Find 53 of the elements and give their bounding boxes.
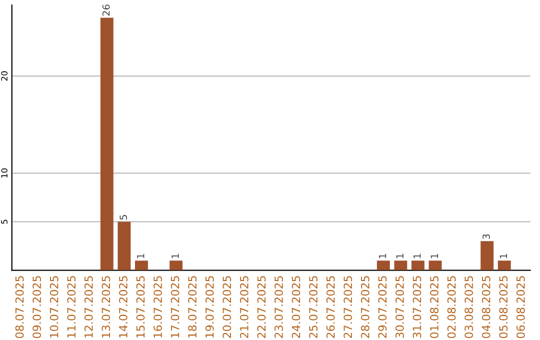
x-tick-label: 01.08.2025 [430, 276, 438, 338]
data-label: 1 [172, 254, 179, 258]
x-tick-label: 13.07.2025 [102, 276, 110, 338]
data-label: 1 [396, 254, 404, 258]
bar [118, 222, 131, 270]
x-tick-label: 06.08.2025 [516, 276, 525, 338]
x-tick-label: 31.07.2025 [412, 276, 422, 338]
bar [135, 260, 148, 270]
y-tick-label: 10 [1, 168, 8, 178]
x-tick-label: 21.07.2025 [240, 276, 248, 338]
x-tick-label: 14.07.2025 [119, 276, 128, 338]
x-tick-label: 28.07.2025 [360, 276, 370, 338]
x-tick-label: 05.08.2025 [499, 276, 508, 338]
x-tick-label: 02.08.2025 [447, 276, 456, 338]
bar [376, 260, 390, 270]
x-tick-label: 18.07.2025 [188, 276, 197, 338]
data-label: 26 [102, 4, 110, 16]
x-tick-label: 04.08.2025 [482, 276, 490, 338]
x-tick-label: 30.07.2025 [396, 276, 404, 338]
data-label: 3 [482, 234, 490, 240]
x-tick-label: 10.07.2025 [50, 276, 58, 338]
bar [170, 260, 183, 270]
x-tick-label: 29.07.2025 [378, 276, 387, 338]
y-tick-label: 20 [1, 71, 8, 81]
y-tick-label: 5 [1, 220, 8, 224]
x-tick-label: 25.07.2025 [309, 276, 318, 338]
data-label: 1 [378, 254, 386, 258]
data-label: 1 [414, 254, 421, 258]
x-tick-label: 24.07.2025 [292, 276, 300, 338]
bar [498, 260, 511, 270]
x-tick-label: 22.07.2025 [257, 276, 266, 338]
x-tick-label: 03.08.2025 [464, 276, 474, 338]
data-label: 1 [137, 254, 144, 258]
x-tick-label: 19.07.2025 [205, 276, 214, 338]
bar [394, 260, 408, 270]
x-tick-label: 26.07.2025 [326, 276, 335, 338]
data-label: 1 [500, 254, 508, 258]
x-tick-label: 20.07.2025 [222, 276, 232, 338]
x-tick-label: 23.07.2025 [274, 276, 283, 338]
x-tick-label: 09.07.2025 [32, 276, 42, 338]
x-tick-label: 16.07.2025 [154, 276, 162, 338]
x-tick-label: 15.07.2025 [136, 276, 145, 338]
x-tick-label: 12.07.2025 [84, 276, 93, 338]
x-tick-label: 27.07.2025 [344, 276, 352, 338]
x-tick-label: 11.07.2025 [67, 276, 76, 338]
bar [100, 18, 114, 270]
bar [411, 260, 424, 270]
bar [480, 241, 494, 270]
x-tick-label: 17.07.2025 [170, 276, 180, 338]
data-label: 1 [430, 254, 438, 258]
x-tick-label: 08.07.2025 [15, 276, 24, 338]
bar [428, 260, 442, 270]
data-label: 5 [120, 215, 128, 220]
